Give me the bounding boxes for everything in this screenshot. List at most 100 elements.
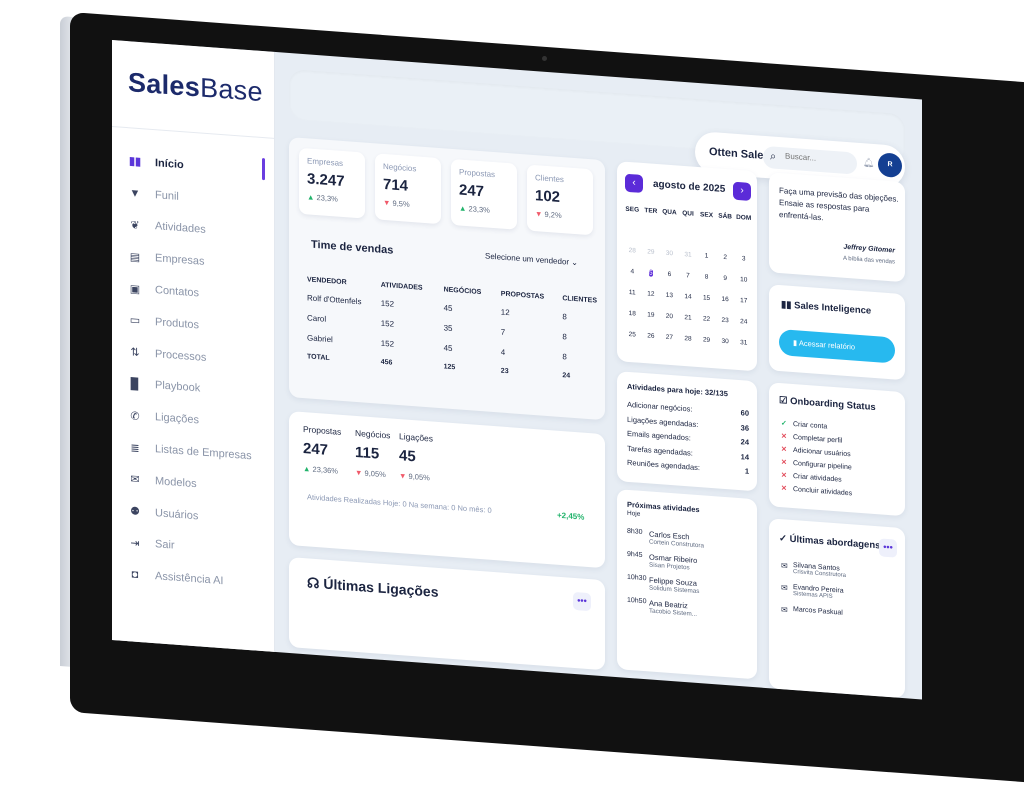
trend-up-icon: ▲ <box>303 464 311 474</box>
upcoming-item[interactable]: 8h30 Carlos Esch Cortein Construtora <box>627 528 704 550</box>
brand-logo[interactable]: SalesBase <box>128 67 263 108</box>
calendar-day-label: 26 <box>647 332 655 340</box>
onboarding-item[interactable]: ✕ Concluir atividades <box>781 484 852 497</box>
onboarding-label: Completar perfil <box>793 434 843 445</box>
weekday-label: DOM <box>736 213 752 222</box>
quote-author: Jeffrey Gitomer <box>843 243 895 255</box>
metric-label: Empresas <box>307 156 344 168</box>
seller-select[interactable]: Selecione um vendedor ⌄ <box>485 251 578 268</box>
approach-item[interactable]: ✉ Silvana Santos Crisvita Construtora <box>781 561 846 579</box>
trend-down-icon: ▼ <box>399 471 407 481</box>
calendar-day[interactable]: 5 <box>642 265 661 281</box>
more-button[interactable]: ••• <box>879 538 897 558</box>
next-month-button[interactable]: › <box>733 181 751 201</box>
calendar-day[interactable]: 22 <box>697 315 716 323</box>
calendar-day[interactable]: 26 <box>642 332 661 340</box>
calendar-day[interactable]: 28 <box>679 335 698 343</box>
calendar-day[interactable]: 16 <box>716 295 735 304</box>
approach-item[interactable]: ✉ Evandro Pereira Sistemas APIS <box>781 583 844 601</box>
approach-item[interactable]: ✉ Marcos Paskual <box>781 605 843 619</box>
calendar-grid: 28 29 30 31 1 2 3 4 5 6 7 8 9 10 11 12 13 14 15 16 17 18 19 20 2… <box>623 240 753 355</box>
upcoming-item[interactable]: 9h45 Osmar Ribeiro Sisan Projetos <box>627 551 697 572</box>
calendar-weekdays: SEG TER QUA QUI SEX SÁB DOM <box>623 206 753 223</box>
upcoming-item[interactable]: 10h30 Felippe Souza Solidum Sistemas <box>627 574 699 595</box>
onboarding-item[interactable]: ✕ Completar perfil <box>781 432 842 445</box>
onboarding-item[interactable]: ✕ Configurar pipeline <box>781 458 852 471</box>
calendar-day-label: 31 <box>684 251 692 259</box>
today-row[interactable]: Reuniões agendadas: 1 <box>627 458 749 476</box>
calendar-day[interactable]: 11 <box>623 289 642 297</box>
sidebar-item-label: Assistência AI <box>155 570 224 588</box>
prev-month-button[interactable]: ‹ <box>625 173 643 194</box>
sidebar-item-label: Usuários <box>155 506 199 523</box>
metric-label: Negócios <box>383 161 417 174</box>
more-button[interactable]: ••• <box>573 591 591 612</box>
calendar-day[interactable]: 29 <box>697 336 716 344</box>
trend-up-icon: ▲ <box>459 203 467 214</box>
calendar-day[interactable]: 24 <box>734 318 753 326</box>
calendar-day[interactable]: 14 <box>679 293 698 301</box>
calendar-day[interactable]: 19 <box>642 311 661 319</box>
calendar-day[interactable]: 9 <box>716 274 735 282</box>
weekday-label: SEX <box>700 211 714 220</box>
metric-label: Propostas <box>459 167 496 180</box>
calendar-day[interactable]: 27 <box>660 333 679 342</box>
user-name[interactable]: Otten Sales <box>709 145 770 163</box>
onboarding-item[interactable]: ✕ Adicionar usuários <box>781 445 851 458</box>
calendar-day[interactable]: 31 <box>679 251 698 259</box>
calendar-day[interactable]: 30 <box>716 337 735 346</box>
calendar-day[interactable]: 25 <box>623 331 642 339</box>
mail-icon: ✉ <box>781 583 788 593</box>
calendar-day-label: 30 <box>721 337 729 346</box>
search-box[interactable]: ⌕ <box>763 145 857 175</box>
open-report-button[interactable]: ▮ Acessar relatório <box>779 329 895 364</box>
calendar-day[interactable]: 13 <box>660 291 679 300</box>
calendar-day[interactable]: 18 <box>623 310 642 318</box>
mail-icon: ✉ <box>781 605 788 615</box>
avatar[interactable]: R <box>878 152 902 179</box>
calendar-day-label: 28 <box>684 335 692 343</box>
calendar-day[interactable]: 2 <box>716 253 735 261</box>
bell-icon[interactable]: 🔔︎ <box>863 157 875 169</box>
contact-icon: ▣ <box>129 282 141 296</box>
sidebar-item-label: Funil <box>155 188 179 203</box>
metric-negocios[interactable]: Negócios 714 ▼ 9,5% <box>375 153 441 225</box>
onboarding-item[interactable]: ✕ Criar atividades <box>781 471 842 483</box>
today-row-count: 14 <box>740 451 749 462</box>
onboarding-item[interactable]: ✓ Criar conta <box>781 419 827 430</box>
calendar-day[interactable]: 15 <box>697 294 716 302</box>
calendar-day-label: 11 <box>628 288 636 297</box>
calendar-day[interactable]: 4 <box>623 268 642 276</box>
calendar-day[interactable]: 3 <box>734 255 753 263</box>
calendar-day[interactable]: 8 <box>697 273 716 281</box>
metric-empresas[interactable]: Empresas 3.247 ▲ 23,3% <box>299 147 365 219</box>
metric-label: Clientes <box>535 173 564 185</box>
metric-value: 3.247 <box>307 170 345 191</box>
calendar-day[interactable]: 12 <box>642 290 661 298</box>
calendar-day[interactable]: 10 <box>734 276 753 284</box>
onboarding-card: ☑ Onboarding Status ✓ Criar conta ✕ Complet… <box>769 382 905 517</box>
calls-card: ☊ Últimas Ligações ••• <box>289 557 605 671</box>
calendar-day[interactable]: 29 <box>642 248 661 256</box>
calendar-day[interactable]: 31 <box>734 339 753 347</box>
onboarding-label: Criar atividades <box>793 473 842 484</box>
calendar-day[interactable]: 30 <box>660 249 679 258</box>
calendar-day[interactable]: 28 <box>623 247 642 255</box>
metric-clientes[interactable]: Clientes 102 ▼ 9,2% <box>527 164 593 236</box>
calendar-day[interactable]: 20 <box>660 312 679 321</box>
upcoming-time: 9h45 <box>627 550 643 559</box>
metric-delta: ▲ 23,3% <box>307 192 338 204</box>
calendar-day[interactable]: 1 <box>697 252 716 260</box>
calendar-day[interactable]: 7 <box>679 272 698 280</box>
calendar-day[interactable]: 21 <box>679 314 698 322</box>
calendar-day[interactable]: 17 <box>734 297 753 305</box>
stat-value: 115 <box>355 443 380 463</box>
x-icon: ✕ <box>781 433 787 441</box>
metric-propostas[interactable]: Propostas 247 ▲ 23,3% <box>451 158 517 230</box>
upcoming-item[interactable]: 10h50 Ana Beatriz Tacobio Sistem... <box>627 597 697 618</box>
calendar-day[interactable]: 23 <box>716 316 735 325</box>
search-input[interactable] <box>783 150 853 167</box>
calendar-card: ‹ agosto de 2025 › SEG TER QUA QUI SEX SÁB DOM… <box>617 161 757 372</box>
calendar-day-label: 5 <box>649 269 653 277</box>
calendar-day[interactable]: 6 <box>660 270 679 278</box>
